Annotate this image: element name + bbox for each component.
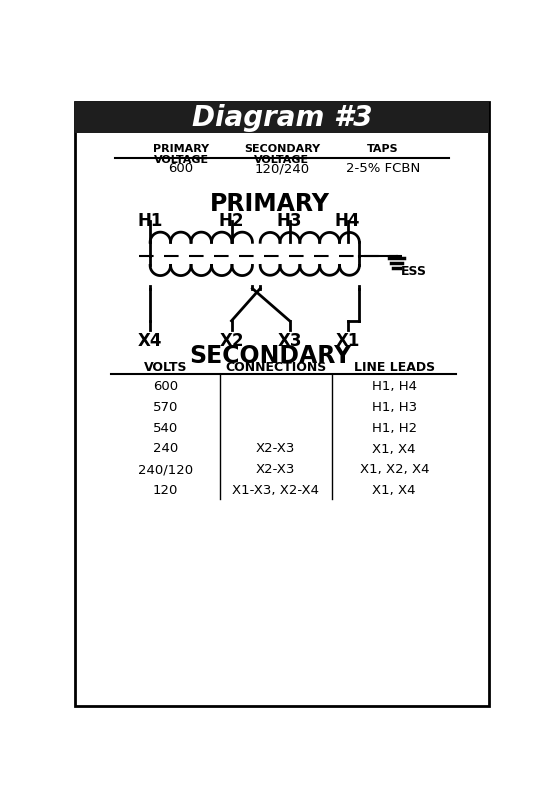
- Text: X4: X4: [138, 332, 162, 350]
- Text: X1, X4: X1, X4: [372, 484, 416, 497]
- Text: 120: 120: [153, 484, 178, 497]
- Text: PRIMARY: PRIMARY: [210, 192, 330, 216]
- Text: CONNECTIONS: CONNECTIONS: [225, 361, 326, 374]
- Text: 240/120: 240/120: [138, 463, 193, 476]
- Text: X3: X3: [277, 332, 302, 350]
- Text: H3: H3: [277, 211, 302, 230]
- Text: Diagram #3: Diagram #3: [191, 103, 372, 131]
- Text: H1, H2: H1, H2: [372, 422, 417, 434]
- Text: X2-X3: X2-X3: [256, 463, 295, 476]
- Text: 120/240: 120/240: [254, 162, 310, 175]
- Text: SECONDARY
VOLTAGE: SECONDARY VOLTAGE: [244, 144, 320, 166]
- Text: H2: H2: [219, 211, 244, 230]
- Text: H1, H3: H1, H3: [372, 401, 417, 414]
- Text: 540: 540: [153, 422, 178, 434]
- Text: ESS: ESS: [400, 265, 426, 278]
- Text: 600: 600: [153, 380, 178, 393]
- Text: H1: H1: [138, 211, 163, 230]
- Text: 2-5% FCBN: 2-5% FCBN: [345, 162, 420, 175]
- Text: 240: 240: [153, 442, 178, 455]
- FancyBboxPatch shape: [75, 102, 489, 133]
- Text: X2: X2: [219, 332, 244, 350]
- Text: TAPS: TAPS: [367, 144, 398, 154]
- Text: X1, X2, X4: X1, X2, X4: [360, 463, 429, 476]
- Text: PRIMARY
VOLTAGE: PRIMARY VOLTAGE: [153, 144, 209, 166]
- Text: H4: H4: [335, 211, 360, 230]
- Text: VOLTS: VOLTS: [144, 361, 188, 374]
- Text: X2-X3: X2-X3: [256, 442, 295, 455]
- Text: 570: 570: [153, 401, 178, 414]
- Text: LINE LEADS: LINE LEADS: [354, 361, 435, 374]
- Text: H1, H4: H1, H4: [372, 380, 417, 393]
- Text: X1: X1: [336, 332, 360, 350]
- Text: X1, X4: X1, X4: [372, 442, 416, 455]
- Text: SECONDARY: SECONDARY: [189, 344, 351, 368]
- Text: X1-X3, X2-X4: X1-X3, X2-X4: [232, 484, 319, 497]
- Text: 600: 600: [168, 162, 194, 175]
